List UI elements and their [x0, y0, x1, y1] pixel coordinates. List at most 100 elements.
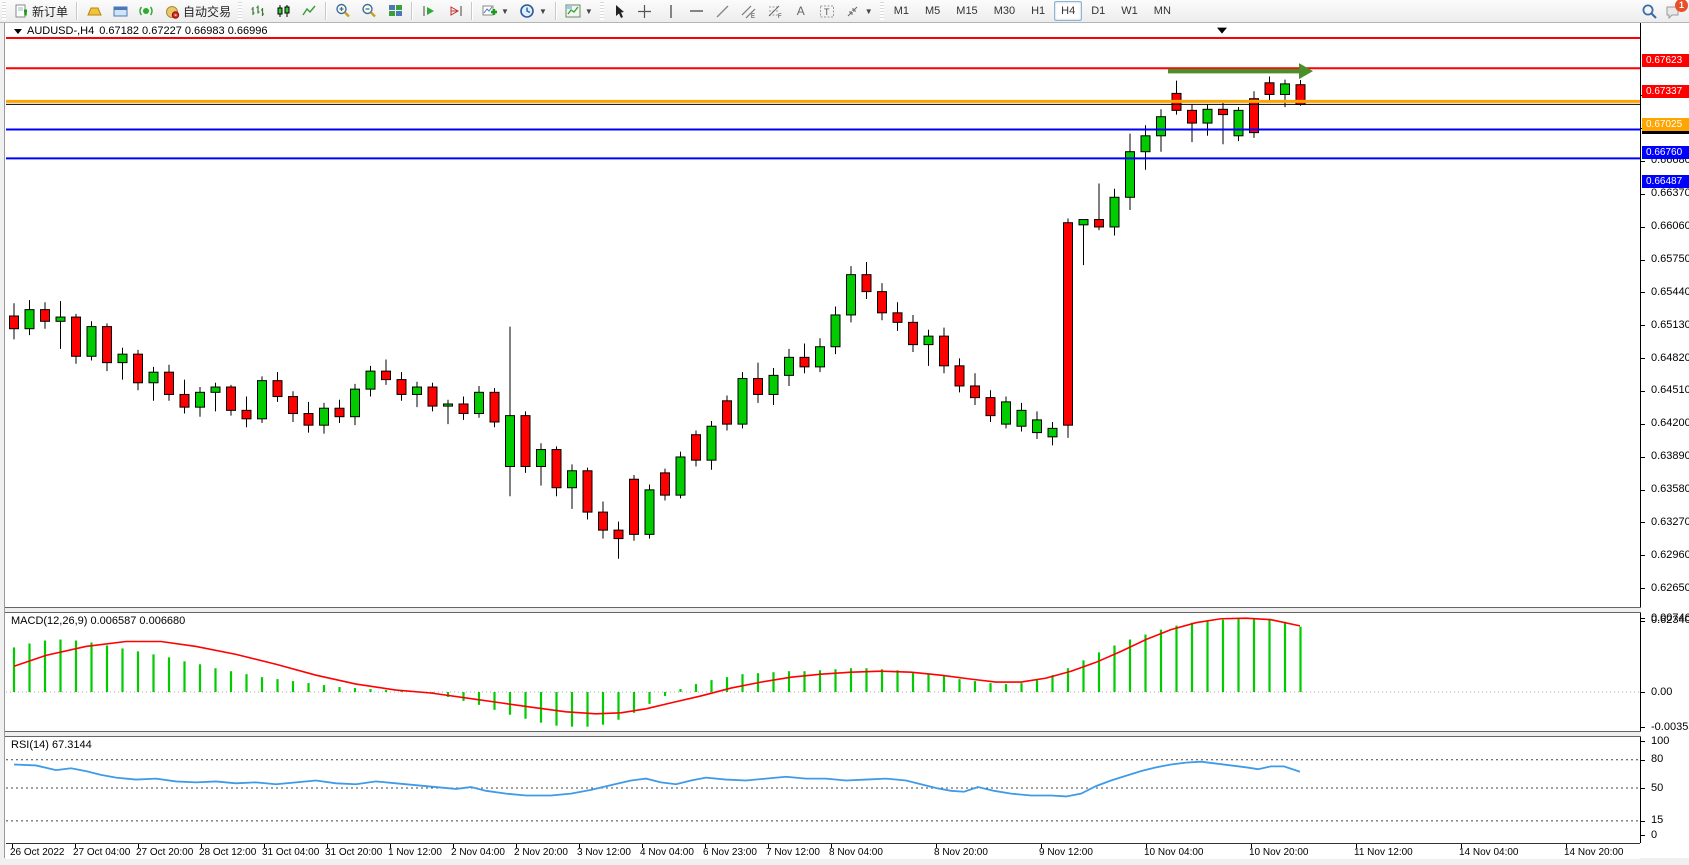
- line-chart-button[interactable]: [296, 0, 322, 22]
- time-axis-label: 8 Nov 20:00: [934, 847, 988, 858]
- time-axis[interactable]: 26 Oct 2022 27 Oct 04:00 27 Oct 20:00 28 Oc…: [6, 843, 1640, 859]
- bull-candle: [1202, 108, 1213, 124]
- cursor-tool-button[interactable]: [606, 0, 632, 22]
- indicators-button[interactable]: ▼: [476, 0, 514, 22]
- notifications-icon[interactable]: 1: [1663, 0, 1688, 19]
- price-axis[interactable]: 0.673000.669900.666800.663700.660600.657…: [1641, 23, 1689, 842]
- bear-candle: [458, 403, 469, 415]
- axis-tick: [1641, 292, 1645, 294]
- axis-tick: [1641, 820, 1645, 822]
- bull-candle: [1233, 109, 1244, 137]
- new-order-button[interactable]: 新订单: [8, 0, 73, 22]
- templates-button[interactable]: ▼: [560, 0, 598, 22]
- rsi-panel[interactable]: [6, 737, 1641, 843]
- text-label-tool-button[interactable]: T: [814, 0, 840, 22]
- horizontal-line-tool-button[interactable]: [684, 0, 710, 22]
- bull-candle: [1140, 135, 1151, 153]
- candlestick-chart-button[interactable]: [270, 0, 296, 22]
- candlestick-chart-icon: [275, 3, 291, 19]
- zoom-out-button[interactable]: [356, 0, 382, 22]
- bull-candle: [737, 378, 748, 425]
- toolbar-separator: [554, 2, 557, 20]
- templates-dropdown-arrow[interactable]: ▼: [584, 6, 593, 16]
- toolbar-separator: [76, 2, 79, 20]
- main-chart-panel[interactable]: [6, 23, 1641, 607]
- panel-divider[interactable]: [5, 731, 1689, 737]
- trendline-icon: [715, 3, 731, 19]
- timeframe-button-h4[interactable]: H4: [1054, 1, 1083, 21]
- bear-candle: [939, 335, 949, 367]
- panel-divider[interactable]: [5, 607, 1689, 613]
- bar-chart-button[interactable]: [244, 0, 270, 22]
- time-axis-label: 11 Nov 12:00: [1354, 847, 1413, 858]
- bull-candle: [536, 449, 546, 468]
- toolbar-separator: [325, 2, 328, 20]
- macd-panel[interactable]: [6, 613, 1641, 731]
- bear-candle: [9, 315, 19, 330]
- time-tick: [138, 844, 139, 848]
- bear-candle: [396, 379, 407, 395]
- arrows-dropdown-arrow[interactable]: ▼: [864, 6, 873, 16]
- bull-candle: [505, 415, 515, 468]
- zoom-in-button[interactable]: [330, 0, 356, 22]
- bear-candle: [288, 396, 298, 415]
- timeframe-button-mn[interactable]: MN: [1153, 5, 1171, 17]
- timeframe-button-h1[interactable]: H1: [1031, 5, 1046, 17]
- axis-tick: [1641, 835, 1645, 836]
- timeframe-toolbar: M1 M5 M15 M30 H1 H4 D1 W1 MN: [886, 1, 1179, 21]
- periods-dropdown-arrow[interactable]: ▼: [538, 6, 547, 16]
- text-tool-button[interactable]: A: [788, 0, 814, 22]
- bull-candle: [412, 386, 422, 395]
- chart-collapse-icon[interactable]: [14, 28, 22, 34]
- search-icon[interactable]: [1641, 3, 1657, 19]
- chart-shift-button[interactable]: [442, 0, 468, 22]
- bear-candle: [520, 415, 531, 468]
- time-tick: [516, 844, 517, 848]
- periods-button[interactable]: ▼: [514, 0, 552, 22]
- arrows-tool-button[interactable]: ▼: [840, 0, 878, 22]
- timeframe-button-m15[interactable]: M15: [956, 5, 978, 17]
- macd-scale-label: -0.003551: [1651, 720, 1689, 733]
- time-axis-label: 14 Nov 20:00: [1564, 847, 1624, 858]
- fibonacci-icon: F: [767, 3, 783, 19]
- trendline-tool-button[interactable]: [710, 0, 736, 22]
- timeframe-button-m1[interactable]: M1: [893, 5, 909, 17]
- timeframe-button-w1[interactable]: W1: [1121, 5, 1138, 17]
- signals-button[interactable]: [133, 0, 159, 22]
- bull-candle: [644, 489, 655, 535]
- axis-tick: [1641, 522, 1645, 524]
- level-price-tag: 0.67623: [1642, 54, 1689, 68]
- timeframe-button-m30[interactable]: M30: [993, 5, 1016, 17]
- time-axis-label: 31 Oct 20:00: [325, 847, 383, 858]
- channel-tool-button[interactable]: E: [736, 0, 762, 22]
- bull-candle: [1047, 427, 1058, 438]
- bull-candle: [923, 335, 934, 346]
- bull-candle: [195, 391, 205, 408]
- bear-candle: [226, 386, 236, 411]
- timeframe-button-d1[interactable]: D1: [1091, 5, 1106, 17]
- time-tick: [264, 844, 265, 848]
- axis-tick: [1641, 588, 1645, 590]
- new-order-icon: [13, 3, 29, 19]
- time-axis-label: 28 Oct 12:00: [199, 847, 257, 858]
- auto-scroll-button[interactable]: [416, 0, 442, 22]
- auto-trading-button[interactable]: 自动交易: [159, 0, 236, 22]
- time-tick: [390, 844, 391, 848]
- tile-windows-button[interactable]: [382, 0, 408, 22]
- data-window-button[interactable]: [107, 0, 133, 22]
- bear-candle: [241, 409, 252, 420]
- fibonacci-tool-button[interactable]: F: [762, 0, 788, 22]
- timeframe-button-m5[interactable]: M5: [925, 5, 941, 17]
- crosshair-tool-button[interactable]: [632, 0, 658, 22]
- vertical-line-tool-button[interactable]: [658, 0, 684, 22]
- price-grid-label: 0.66370: [1651, 187, 1689, 200]
- time-axis-label: 8 Nov 04:00: [829, 847, 883, 858]
- bull-candle: [86, 326, 97, 357]
- time-tick: [1251, 844, 1252, 848]
- indicators-dropdown-arrow[interactable]: ▼: [501, 6, 509, 16]
- bear-candle: [1264, 82, 1275, 95]
- macd-scale-label: 0.007465: [1651, 611, 1689, 624]
- zoom-out-icon: [361, 3, 377, 19]
- toolbar-separator: [411, 2, 414, 20]
- market-watch-button[interactable]: [81, 0, 107, 22]
